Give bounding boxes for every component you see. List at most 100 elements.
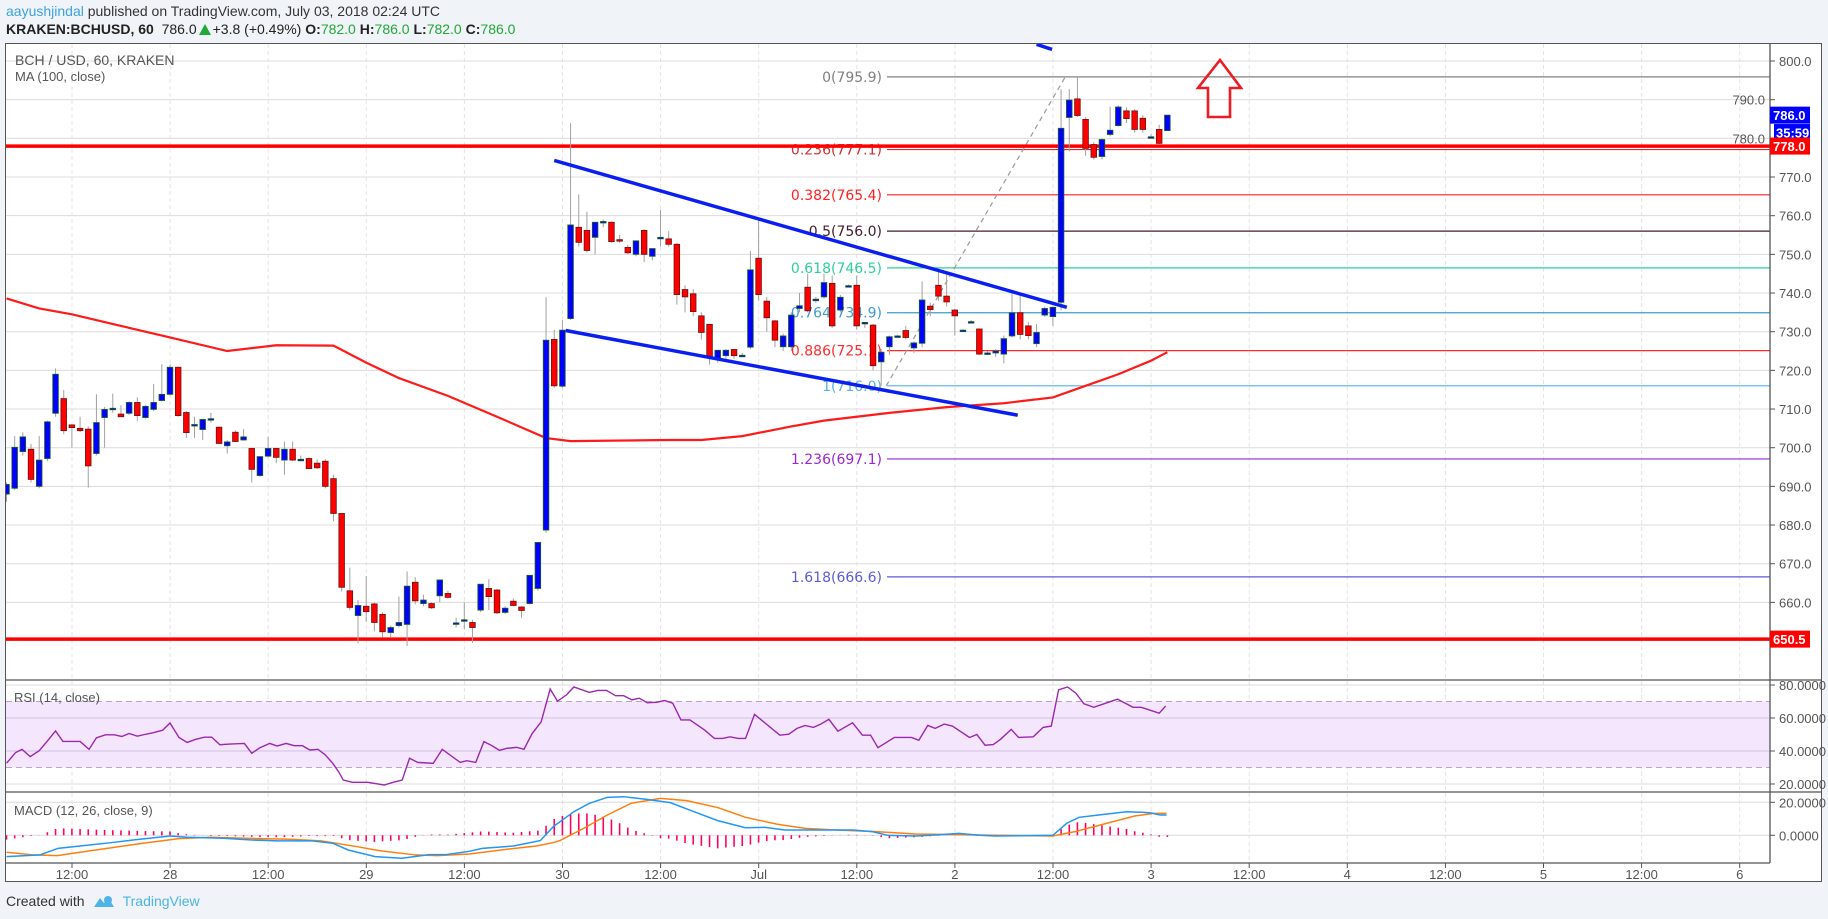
- candle[interactable]: [804, 273, 811, 313]
- candle[interactable]: [739, 352, 746, 358]
- candle[interactable]: [992, 349, 999, 357]
- candle[interactable]: [330, 474, 337, 522]
- candle[interactable]: [403, 571, 411, 647]
- trend-line[interactable]: [1036, 44, 1053, 52]
- candle[interactable]: [1147, 133, 1155, 139]
- candle[interactable]: [109, 393, 116, 413]
- candle[interactable]: [264, 436, 272, 458]
- candle[interactable]: [44, 420, 51, 462]
- candle[interactable]: [1049, 306, 1057, 326]
- candle[interactable]: [1082, 117, 1089, 156]
- candle[interactable]: [1033, 323, 1040, 348]
- candle[interactable]: [501, 606, 509, 614]
- candle[interactable]: [232, 430, 239, 442]
- candle[interactable]: [624, 244, 631, 255]
- candle[interactable]: [886, 335, 893, 355]
- candle[interactable]: [85, 426, 92, 488]
- candle[interactable]: [322, 459, 329, 489]
- candle[interactable]: [1041, 306, 1048, 317]
- candle[interactable]: [1098, 138, 1106, 160]
- candle[interactable]: [1155, 124, 1163, 145]
- candle[interactable]: [640, 229, 648, 263]
- candle[interactable]: [788, 312, 795, 352]
- candle[interactable]: [1017, 294, 1024, 340]
- candle[interactable]: [510, 598, 517, 607]
- candle[interactable]: [68, 424, 76, 448]
- candle[interactable]: [526, 574, 533, 605]
- candle[interactable]: [469, 619, 476, 643]
- candle[interactable]: [297, 455, 304, 462]
- candle[interactable]: [820, 273, 828, 299]
- candle[interactable]: [1025, 322, 1032, 340]
- candle[interactable]: [93, 394, 100, 456]
- candle[interactable]: [779, 333, 787, 352]
- candle[interactable]: [918, 281, 926, 348]
- candle[interactable]: [1139, 115, 1147, 133]
- candle[interactable]: [894, 334, 901, 338]
- candle[interactable]: [853, 275, 860, 330]
- candle[interactable]: [845, 284, 852, 288]
- candle[interactable]: [273, 447, 280, 464]
- candle[interactable]: [1164, 114, 1171, 132]
- candle[interactable]: [632, 240, 640, 257]
- candle[interactable]: [207, 412, 215, 423]
- candle[interactable]: [379, 612, 386, 638]
- candle[interactable]: [534, 542, 542, 591]
- candle[interactable]: [984, 351, 991, 355]
- candle[interactable]: [796, 293, 803, 313]
- candle[interactable]: [354, 600, 362, 644]
- candle[interactable]: [657, 209, 664, 247]
- candle[interactable]: [289, 441, 296, 462]
- candle[interactable]: [551, 329, 558, 388]
- candle[interactable]: [755, 218, 762, 301]
- candle[interactable]: [976, 328, 983, 355]
- candle[interactable]: [27, 443, 35, 483]
- candle[interactable]: [412, 577, 419, 605]
- candle[interactable]: [493, 588, 501, 614]
- author-link[interactable]: aayushjindal: [6, 3, 84, 19]
- candle[interactable]: [730, 349, 738, 359]
- candle[interactable]: [608, 221, 615, 243]
- candle[interactable]: [1066, 89, 1073, 152]
- candle[interactable]: [461, 602, 468, 630]
- candle[interactable]: [125, 401, 133, 415]
- candle[interactable]: [1057, 89, 1065, 311]
- candle[interactable]: [959, 329, 967, 333]
- candle[interactable]: [183, 410, 190, 439]
- candle[interactable]: [690, 289, 697, 317]
- candle[interactable]: [166, 364, 174, 396]
- candle[interactable]: [256, 456, 264, 477]
- candle[interactable]: [224, 439, 231, 454]
- candle[interactable]: [665, 231, 672, 247]
- candle[interactable]: [567, 123, 574, 321]
- candle[interactable]: [117, 405, 125, 418]
- candle[interactable]: [673, 242, 681, 305]
- candle[interactable]: [485, 579, 493, 611]
- candle[interactable]: [4, 482, 10, 502]
- candle[interactable]: [878, 349, 885, 386]
- candle[interactable]: [559, 320, 566, 388]
- candle[interactable]: [927, 302, 934, 317]
- candle[interactable]: [1000, 335, 1008, 364]
- candle[interactable]: [134, 397, 141, 421]
- candle[interactable]: [951, 308, 958, 336]
- candle[interactable]: [248, 447, 255, 483]
- candle[interactable]: [542, 297, 550, 533]
- candle[interactable]: [861, 322, 869, 328]
- candle[interactable]: [591, 221, 599, 255]
- candle[interactable]: [747, 251, 754, 350]
- candle[interactable]: [583, 211, 591, 253]
- candle[interactable]: [240, 429, 247, 441]
- candle[interactable]: [191, 416, 198, 439]
- candle[interactable]: [305, 457, 313, 469]
- candle[interactable]: [452, 617, 460, 628]
- candle[interactable]: [698, 312, 705, 340]
- candle[interactable]: [36, 436, 43, 489]
- candle[interactable]: [313, 459, 321, 469]
- candle[interactable]: [812, 296, 820, 303]
- rsi-legend[interactable]: RSI (14, close): [14, 690, 100, 705]
- candle[interactable]: [101, 407, 108, 448]
- candle[interactable]: [616, 235, 623, 243]
- candle[interactable]: [1115, 105, 1122, 127]
- candle[interactable]: [362, 576, 370, 622]
